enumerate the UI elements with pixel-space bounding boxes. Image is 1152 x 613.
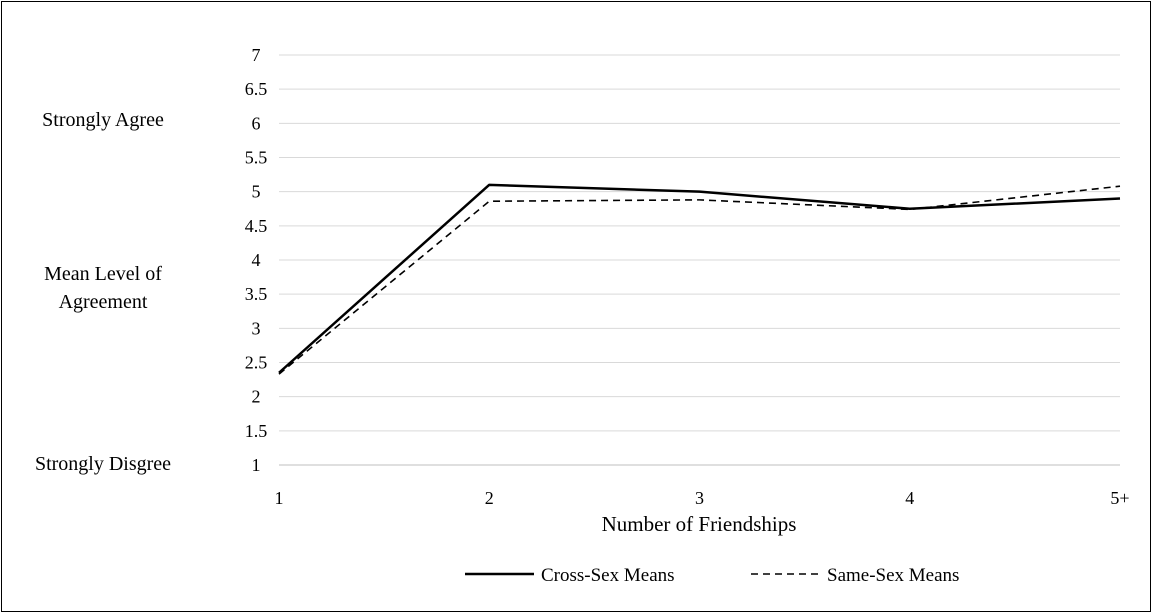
y-tick-label-5.5: 5.5 [245, 148, 268, 168]
y-tick-label-4: 4 [252, 250, 261, 270]
y-axis-title-line-1: Mean Level of [44, 263, 162, 285]
y-tick-labels: 1 1.5 2 2.5 3 3.5 4 4.5 5 5.5 6 6.5 7 [245, 45, 268, 475]
x-axis-title: Number of Friendships [602, 512, 797, 536]
series-lines [278, 183, 1121, 375]
x-tick-label-5+: 5+ [1110, 488, 1129, 508]
x-tick-label-1: 1 [275, 488, 284, 508]
annotation-strongly-disagree: Strongly Disgree [35, 453, 171, 475]
gridlines [279, 54, 1120, 466]
y-tick-label-3.5: 3.5 [245, 284, 268, 304]
series-line-same-sex-means [278, 185, 1121, 375]
y-tick-label-7: 7 [252, 45, 261, 65]
y-tick-label-5: 5 [252, 182, 261, 202]
x-tick-label-2: 2 [485, 488, 494, 508]
y-tick-label-6: 6 [252, 113, 261, 133]
legend-label-same-sex: Same-Sex Means [827, 565, 959, 586]
y-axis-title-line-2: Agreement [59, 291, 148, 313]
y-tick-label-2: 2 [252, 387, 261, 407]
x-tick-label-3: 3 [695, 488, 704, 508]
y-tick-label-1: 1 [252, 455, 261, 475]
y-tick-label-4.5: 4.5 [245, 216, 268, 236]
legend-label-cross-sex: Cross-Sex Means [541, 565, 675, 586]
y-tick-label-6.5: 6.5 [245, 79, 268, 99]
y-tick-label-2.5: 2.5 [245, 353, 268, 373]
series-line-cross-sex-means [278, 183, 1121, 374]
legend: Cross-Sex Means Same-Sex Means [465, 565, 959, 586]
y-tick-label-3: 3 [252, 318, 261, 338]
x-tick-label-4: 4 [905, 488, 914, 508]
y-tick-label-1.5: 1.5 [245, 421, 268, 441]
x-tick-labels: 1 2 3 4 5+ [275, 488, 1130, 508]
annotation-strongly-agree: Strongly Agree [42, 109, 164, 131]
